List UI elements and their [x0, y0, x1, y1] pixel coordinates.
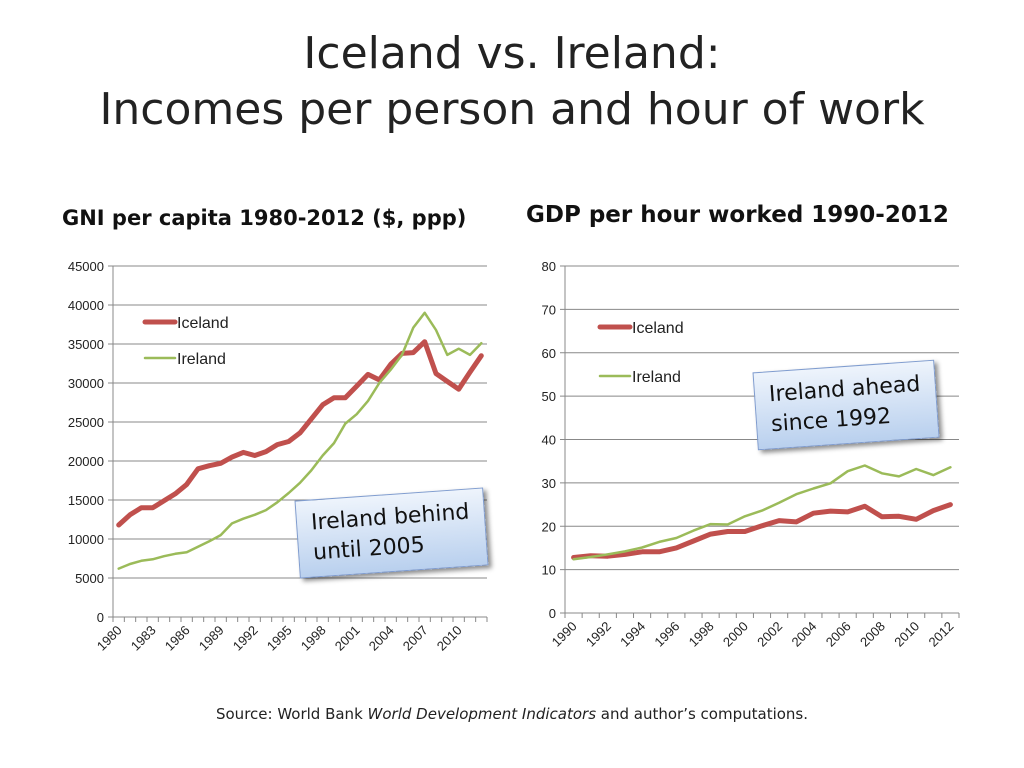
gdp-xtick-label: 1992: [583, 619, 614, 650]
source-prefix: Source: World Bank: [215, 705, 368, 723]
callout-ireland-behind: Ireland behind until 2005: [294, 487, 489, 579]
gdp-legend-label-iceland: Iceland: [632, 320, 684, 337]
gdp-series-iceland-line: [571, 502, 953, 560]
gni-ytick-label: 25000: [68, 415, 104, 430]
source-note: Source: World Bank World Development Ind…: [0, 705, 1024, 723]
gni-ytick-label: 5000: [75, 571, 104, 586]
gdp-legend-label-ireland: Ireland: [632, 369, 681, 386]
gdp-xtick-label: 1998: [686, 619, 717, 650]
gdp-xtick-label: 2012: [925, 619, 956, 650]
gdp-xtick-label: 2004: [788, 619, 819, 650]
gdp-ytick-label: 40: [542, 433, 556, 448]
gdp-xtick-label: 2006: [823, 619, 854, 650]
callout-ireland-ahead: Ireland ahead since 1992: [752, 359, 939, 451]
slide-title: Iceland vs. Ireland: Incomes per person …: [0, 26, 1024, 138]
source-italic: World Development Indicators: [367, 705, 597, 723]
gdp-series-ireland-line: [572, 464, 952, 561]
gdp-xtick-label: 2010: [891, 619, 922, 650]
gdp-xtick-label: 1990: [549, 619, 580, 650]
gni-series-ireland-line: [117, 311, 483, 570]
gdp-ytick-label: 0: [549, 606, 556, 621]
gni-ytick-label: 0: [97, 610, 104, 625]
gdp-xtick-label: 2000: [720, 619, 751, 650]
gni-ytick-label: 45000: [68, 259, 104, 274]
gdp-ytick-label: 80: [542, 259, 556, 274]
gdp-xtick-label: 1996: [651, 619, 682, 650]
gdp-ytick-label: 50: [542, 389, 556, 404]
slide-title-line1: Iceland vs. Ireland:: [303, 28, 721, 79]
gdp-ytick-label: 20: [542, 519, 556, 534]
gdp-xtick-label: 1994: [617, 619, 648, 650]
gni-ytick-label: 35000: [68, 337, 104, 352]
gni-ytick-label: 40000: [68, 298, 104, 313]
gdp-ytick-label: 70: [542, 302, 556, 317]
gdp-xtick-label: 2002: [754, 619, 785, 650]
slide-title-line2: Incomes per person and hour of work: [99, 84, 925, 135]
gdp-xtick-label: 2008: [857, 619, 888, 650]
gni-ytick-label: 20000: [68, 454, 104, 469]
gni-chart-title: GNI per capita 1980-2012 ($, ppp): [62, 206, 467, 230]
gni-ytick-label: 15000: [68, 493, 104, 508]
gni-ytick-label: 10000: [68, 532, 104, 547]
gdp-ytick-label: 60: [542, 346, 556, 361]
gdp-ytick-label: 10: [542, 563, 556, 578]
gni-legend-label-iceland: Iceland: [177, 315, 229, 332]
gni-legend-label-ireland: Ireland: [177, 351, 226, 368]
gni-series-iceland-line: [116, 339, 484, 528]
source-suffix: and author’s computations.: [596, 705, 809, 723]
gdp-ytick-label: 30: [542, 476, 556, 491]
gdp-chart-title: GDP per hour worked 1990-2012: [526, 202, 949, 228]
gni-ytick-label: 30000: [68, 376, 104, 391]
